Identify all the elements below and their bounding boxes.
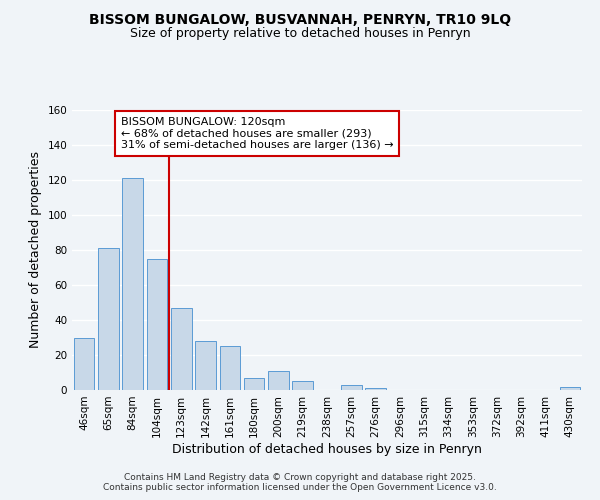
Y-axis label: Number of detached properties: Number of detached properties [29,152,42,348]
Bar [341,385,362,390]
Bar [74,338,94,390]
Bar [122,178,143,390]
Text: BISSOM BUNGALOW: 120sqm
← 68% of detached houses are smaller (293)
31% of semi-d: BISSOM BUNGALOW: 120sqm ← 68% of detache… [121,117,393,150]
Bar [146,259,167,390]
Bar [171,308,191,390]
Bar [268,371,289,390]
Text: Size of property relative to detached houses in Penryn: Size of property relative to detached ho… [130,28,470,40]
Bar [98,248,119,390]
Bar [220,346,240,390]
Text: Contains HM Land Registry data © Crown copyright and database right 2025.
Contai: Contains HM Land Registry data © Crown c… [103,473,497,492]
Text: BISSOM BUNGALOW, BUSVANNAH, PENRYN, TR10 9LQ: BISSOM BUNGALOW, BUSVANNAH, PENRYN, TR10… [89,12,511,26]
Bar [560,386,580,390]
Bar [195,341,216,390]
Bar [244,378,265,390]
Bar [292,381,313,390]
X-axis label: Distribution of detached houses by size in Penryn: Distribution of detached houses by size … [172,442,482,456]
Bar [365,388,386,390]
